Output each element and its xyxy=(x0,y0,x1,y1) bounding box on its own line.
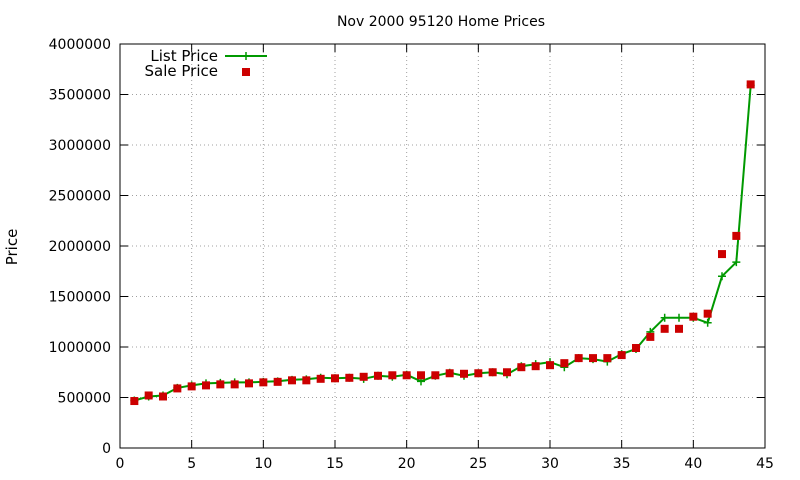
y-tick-label: 2000000 xyxy=(49,239,111,255)
y-axis-label: Price xyxy=(3,229,21,266)
x-tick-label: 5 xyxy=(187,456,196,472)
list-price-point xyxy=(703,318,712,327)
sale-price-point xyxy=(718,250,726,259)
legend-label-sale-price: Sale Price xyxy=(145,62,218,80)
sale-price-point xyxy=(488,368,497,377)
sale-price-point xyxy=(503,368,511,377)
sale-price-point xyxy=(173,384,182,393)
sale-price-point xyxy=(517,363,526,372)
sale-price-point xyxy=(746,80,755,89)
x-tick-label: 0 xyxy=(116,456,125,472)
sale-price-point xyxy=(374,371,382,380)
sale-price-point xyxy=(646,332,655,341)
sale-price-point xyxy=(589,354,597,363)
y-tick-label: 3500000 xyxy=(49,88,111,104)
series-layer xyxy=(130,80,755,406)
sale-price-point xyxy=(660,324,669,333)
list-price-point xyxy=(732,258,741,267)
sale-price-point xyxy=(546,361,554,370)
y-tick-label: 2500000 xyxy=(49,189,111,205)
sale-price-point xyxy=(603,354,612,363)
sale-price-point xyxy=(187,382,196,391)
sale-price-point xyxy=(331,374,339,383)
sale-price-point xyxy=(689,312,698,321)
y-tick-label: 500000 xyxy=(58,391,111,407)
y-tick-label: 0 xyxy=(102,441,111,457)
x-tick-label: 35 xyxy=(613,456,631,472)
list-price-point xyxy=(718,272,726,281)
sale-price-point xyxy=(431,371,440,380)
sale-price-point xyxy=(159,392,167,401)
sale-price-point xyxy=(230,380,239,389)
legend-marker-list-price xyxy=(242,52,250,60)
sale-price-point xyxy=(417,371,425,380)
x-tick-label: 20 xyxy=(398,456,416,472)
x-tick-label: 25 xyxy=(469,456,487,472)
sale-price-point xyxy=(574,354,583,363)
y-tick-label: 3000000 xyxy=(49,138,111,154)
sale-price-point xyxy=(245,379,253,388)
sale-price-point xyxy=(130,397,139,406)
sale-price-point xyxy=(445,369,454,378)
x-tick-label: 40 xyxy=(684,456,702,472)
sale-price-point xyxy=(402,371,411,380)
legend-label-list-price: List Price xyxy=(150,47,218,65)
sale-price-point xyxy=(359,372,368,381)
chart-title: Nov 2000 95120 Home Prices xyxy=(337,14,545,30)
sale-price-point xyxy=(460,369,468,378)
sale-price-point xyxy=(675,324,683,333)
x-tick-label: 30 xyxy=(541,456,559,472)
sale-price-point xyxy=(388,371,397,380)
list-price-point xyxy=(660,313,669,322)
sale-price-point xyxy=(273,377,282,386)
sale-price-point xyxy=(202,381,210,390)
sale-price-point xyxy=(216,380,225,389)
list-price-point xyxy=(675,313,683,322)
y-tick-label: 1000000 xyxy=(49,340,111,356)
sale-price-point xyxy=(144,391,153,400)
sale-price-point xyxy=(316,374,325,383)
sale-price-point xyxy=(259,378,268,387)
sale-price-point xyxy=(732,231,741,240)
list-price-line xyxy=(134,85,752,402)
x-tick-label: 10 xyxy=(254,456,272,472)
y-tick-label: 4000000 xyxy=(49,37,111,53)
x-tick-label: 15 xyxy=(326,456,344,472)
sale-price-point xyxy=(288,376,296,385)
sale-price-point xyxy=(474,369,483,378)
sale-price-point xyxy=(703,309,712,318)
legend-marker-sale-price xyxy=(242,68,250,76)
x-tick-label: 45 xyxy=(756,456,774,472)
sale-price-point xyxy=(560,359,569,368)
sale-price-point xyxy=(617,351,626,360)
y-tick-label: 1500000 xyxy=(49,290,111,306)
axis-ticks: 0 500000 1000000 1500000 2000000 2500000 30000… xyxy=(49,37,774,472)
sale-price-point xyxy=(345,373,354,382)
sale-price-point xyxy=(632,344,640,353)
sale-price-point xyxy=(531,362,540,371)
sale-price-point xyxy=(302,376,311,385)
